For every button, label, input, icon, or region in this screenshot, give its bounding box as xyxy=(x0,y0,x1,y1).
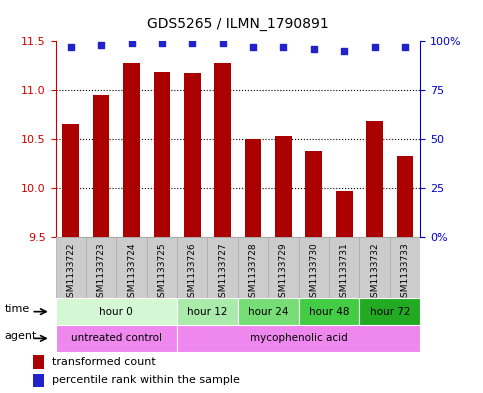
Bar xyxy=(298,237,329,298)
Text: hour 48: hour 48 xyxy=(309,307,349,317)
Point xyxy=(249,44,257,50)
Bar xyxy=(238,237,268,298)
Text: GSM1133727: GSM1133727 xyxy=(218,242,227,303)
Text: untreated control: untreated control xyxy=(71,333,162,343)
Bar xyxy=(33,374,44,387)
Text: GSM1133724: GSM1133724 xyxy=(127,242,136,303)
Point xyxy=(128,40,135,46)
Point xyxy=(158,40,166,46)
Bar xyxy=(177,325,420,352)
Bar xyxy=(245,139,261,237)
Bar xyxy=(93,95,110,237)
Text: hour 24: hour 24 xyxy=(248,307,288,317)
Text: GSM1133723: GSM1133723 xyxy=(97,242,106,303)
Point xyxy=(188,40,196,46)
Text: transformed count: transformed count xyxy=(53,357,156,367)
Text: GSM1133726: GSM1133726 xyxy=(188,242,197,303)
Text: GSM1133722: GSM1133722 xyxy=(66,242,75,303)
Text: GSM1133730: GSM1133730 xyxy=(309,242,318,303)
Text: GSM1133732: GSM1133732 xyxy=(370,242,379,303)
Bar xyxy=(208,237,238,298)
Bar xyxy=(184,73,200,237)
Bar xyxy=(329,237,359,298)
Point xyxy=(341,48,348,54)
Bar xyxy=(298,298,359,325)
Bar xyxy=(268,237,298,298)
Bar xyxy=(214,64,231,237)
Bar xyxy=(177,298,238,325)
Bar xyxy=(238,298,298,325)
Bar xyxy=(33,355,44,369)
Point xyxy=(219,40,227,46)
Bar xyxy=(397,156,413,237)
Bar xyxy=(56,325,177,352)
Text: time: time xyxy=(5,304,30,314)
Bar xyxy=(177,237,208,298)
Bar xyxy=(62,124,79,237)
Point xyxy=(310,46,318,52)
Point xyxy=(401,44,409,50)
Text: percentile rank within the sample: percentile rank within the sample xyxy=(53,375,240,386)
Text: GSM1133733: GSM1133733 xyxy=(400,242,410,303)
Point xyxy=(67,44,74,50)
Bar xyxy=(336,191,353,237)
Text: GSM1133725: GSM1133725 xyxy=(157,242,167,303)
Text: GSM1133728: GSM1133728 xyxy=(249,242,257,303)
Text: hour 0: hour 0 xyxy=(99,307,133,317)
Point xyxy=(280,44,287,50)
Bar xyxy=(86,237,116,298)
Bar xyxy=(123,64,140,237)
Bar xyxy=(390,237,420,298)
Text: GDS5265 / ILMN_1790891: GDS5265 / ILMN_1790891 xyxy=(147,17,329,31)
Text: mycophenolic acid: mycophenolic acid xyxy=(250,333,348,343)
Text: GSM1133731: GSM1133731 xyxy=(340,242,349,303)
Text: agent: agent xyxy=(5,331,37,341)
Text: hour 72: hour 72 xyxy=(369,307,410,317)
Point xyxy=(97,42,105,48)
Bar xyxy=(359,298,420,325)
Bar xyxy=(56,298,177,325)
Bar xyxy=(275,136,292,237)
Text: GSM1133729: GSM1133729 xyxy=(279,242,288,303)
Bar xyxy=(56,237,86,298)
Bar xyxy=(154,72,170,237)
Bar xyxy=(366,121,383,237)
Bar xyxy=(359,237,390,298)
Bar xyxy=(305,151,322,237)
Point xyxy=(371,44,379,50)
Bar xyxy=(116,237,147,298)
Text: hour 12: hour 12 xyxy=(187,307,228,317)
Bar xyxy=(147,237,177,298)
